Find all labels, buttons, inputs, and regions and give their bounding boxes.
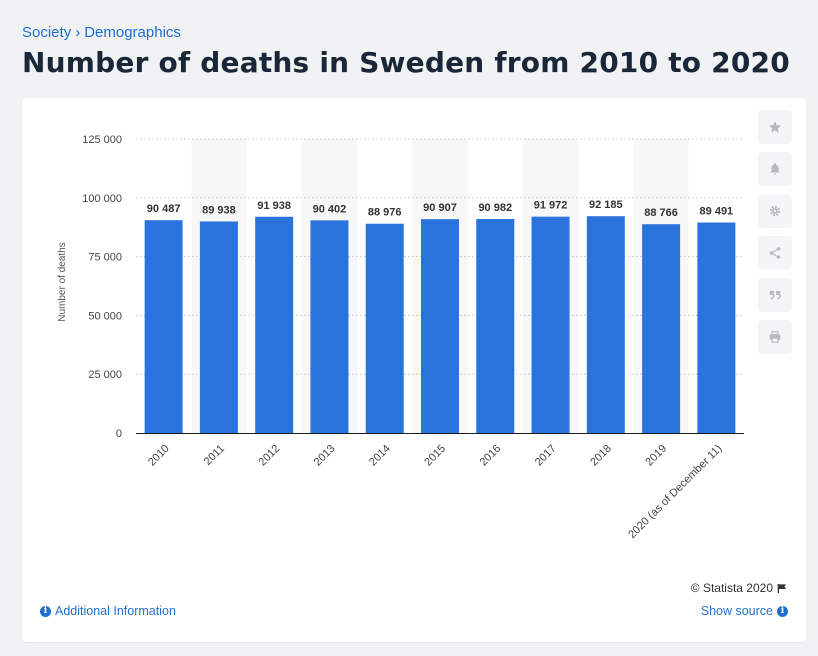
statista-credit[interactable]: © Statista 2020 bbox=[691, 581, 788, 595]
x-tick-label: 2014 bbox=[367, 443, 393, 469]
bar bbox=[642, 224, 681, 433]
breadcrumb-demographics[interactable]: Demographics bbox=[84, 24, 181, 41]
y-tick-label: 125 000 bbox=[82, 134, 122, 146]
bar-value-label: 88 766 bbox=[644, 207, 678, 219]
y-axis-label: Number of deaths bbox=[57, 242, 68, 322]
bar-value-label: 90 982 bbox=[478, 202, 512, 214]
credit-text: © Statista 2020 bbox=[690, 581, 773, 595]
y-tick-label: 100 000 bbox=[82, 193, 122, 205]
x-tick-label: 2012 bbox=[257, 443, 283, 469]
quote-icon bbox=[769, 290, 781, 300]
y-tick-label: 75 000 bbox=[88, 252, 122, 264]
bar-value-label: 90 402 bbox=[313, 203, 347, 215]
additional-information-label: Additional Information bbox=[55, 604, 176, 618]
favorite-button[interactable] bbox=[758, 110, 792, 144]
breadcrumb: Society › Demographics bbox=[22, 24, 181, 41]
info-icon: i bbox=[40, 605, 51, 617]
page-title: Number of deaths in Sweden from 2010 to … bbox=[22, 46, 790, 79]
star-icon bbox=[768, 121, 782, 133]
bar-value-label: 88 976 bbox=[368, 207, 402, 219]
additional-information-link[interactable]: i Additional Information bbox=[40, 604, 176, 618]
share-button[interactable] bbox=[758, 236, 792, 270]
bar-value-label: 90 907 bbox=[423, 202, 457, 214]
x-tick-label: 2013 bbox=[312, 443, 338, 469]
bell-icon bbox=[770, 163, 780, 175]
notification-button[interactable] bbox=[758, 152, 792, 186]
breadcrumb-society[interactable]: Society bbox=[22, 24, 72, 41]
y-tick-label: 50 000 bbox=[88, 310, 122, 322]
info-icon: i bbox=[777, 605, 788, 617]
bar bbox=[531, 216, 570, 433]
bar-value-label: 91 972 bbox=[534, 200, 568, 212]
flag-icon bbox=[777, 583, 787, 593]
bar bbox=[199, 221, 238, 433]
x-tick-label: 2016 bbox=[478, 443, 504, 469]
show-source-link[interactable]: Show source i bbox=[701, 604, 788, 618]
chart-toolbar bbox=[758, 110, 792, 362]
cite-button[interactable] bbox=[758, 278, 792, 312]
bar-value-label: 89 491 bbox=[700, 206, 734, 218]
print-button[interactable] bbox=[758, 320, 792, 354]
bar bbox=[255, 216, 294, 433]
bar bbox=[365, 223, 404, 433]
bar bbox=[586, 216, 625, 433]
bar-value-label: 92 185 bbox=[589, 199, 623, 211]
x-tick-label: 2011 bbox=[202, 443, 227, 468]
bar-chart: 0 25 000 50 000 75 000 100 000 125 000 Number … bbox=[57, 134, 744, 541]
x-tick-label: 2017 bbox=[533, 443, 559, 469]
show-source-label: Show source bbox=[700, 604, 773, 618]
bar bbox=[697, 222, 736, 433]
bar-value-label: 89 938 bbox=[202, 204, 236, 216]
gear-icon bbox=[769, 205, 781, 217]
x-tick-label: 2019 bbox=[643, 443, 669, 469]
bar-value-label: 90 487 bbox=[147, 203, 181, 215]
settings-button[interactable] bbox=[758, 194, 792, 228]
y-tick-label: 25 000 bbox=[88, 369, 122, 381]
bar bbox=[144, 220, 183, 433]
bar bbox=[310, 220, 349, 433]
bar bbox=[476, 219, 515, 433]
x-tick-label: 2020 (as of December 11) bbox=[626, 443, 724, 541]
x-tick-label: 2018 bbox=[588, 443, 614, 469]
print-icon bbox=[769, 331, 781, 343]
x-tick-label: 2015 bbox=[422, 443, 448, 469]
bar bbox=[421, 219, 459, 433]
bar-value-label: 91 938 bbox=[257, 200, 291, 212]
chart-card: 0 25 000 50 000 75 000 100 000 125 000 Number … bbox=[22, 98, 806, 642]
breadcrumb-separator: › bbox=[75, 24, 81, 41]
y-tick-label: 0 bbox=[116, 428, 122, 440]
x-tick-label: 2010 bbox=[146, 443, 172, 469]
share-icon bbox=[769, 247, 781, 259]
